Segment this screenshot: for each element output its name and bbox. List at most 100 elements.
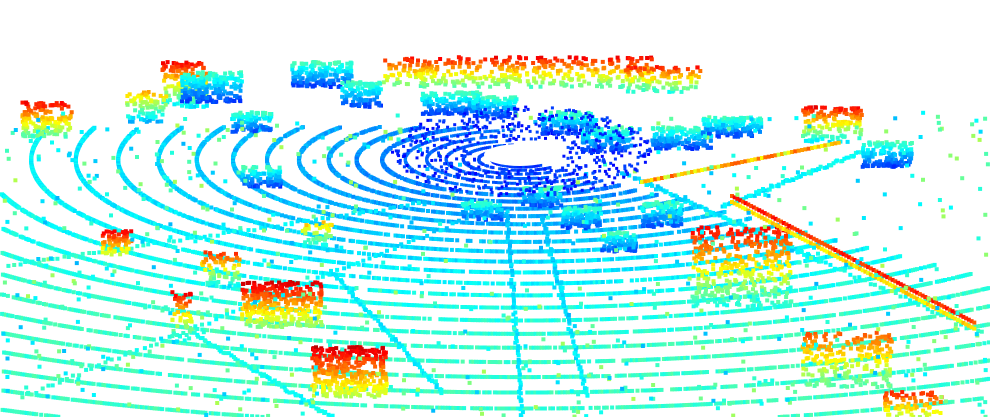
ground-ring-point <box>240 245 245 250</box>
ground-ring-point <box>306 269 311 274</box>
ground-ring-point <box>375 301 380 306</box>
ground-ring-point <box>452 331 457 336</box>
ground-ring-point <box>511 187 515 191</box>
ground-ring-point <box>714 324 719 329</box>
ground-ring-point <box>327 259 332 264</box>
ground-ring-point <box>466 280 471 285</box>
ground-ring-point <box>426 175 430 179</box>
ground-ring-point <box>581 182 584 186</box>
ground-ring-point <box>524 181 528 185</box>
ground-ring-point <box>193 198 198 203</box>
ground-ring-point <box>517 270 522 275</box>
ground-ring-point <box>418 245 423 250</box>
ground-ring-point <box>620 217 625 222</box>
ground-ring-point <box>78 291 82 296</box>
ground-ring-point <box>608 304 613 308</box>
ground-ring-point <box>535 239 540 244</box>
ground-ring-point <box>676 219 681 224</box>
ground-ring-point <box>100 313 104 318</box>
ground-ring-point <box>600 186 605 191</box>
ground-ring-point <box>712 259 717 264</box>
ground-ring-point <box>551 305 556 310</box>
ground-ring-point <box>473 318 478 323</box>
ground-ring-point <box>646 329 651 333</box>
ground-ring-point <box>276 212 281 217</box>
ground-ring-point <box>462 197 467 202</box>
ground-ring-point <box>458 280 463 285</box>
ground-ring-point <box>262 334 267 339</box>
ground-ring-point <box>518 168 522 172</box>
ground-ring-point <box>662 231 667 236</box>
ground-ring-point <box>118 299 123 304</box>
ground-ring-point <box>563 281 568 286</box>
ground-ring-point <box>535 318 540 323</box>
ground-ring-point <box>486 221 491 226</box>
ground-ring-point <box>566 221 571 226</box>
ground-ring-point <box>594 317 599 322</box>
ground-ring-point <box>604 257 609 262</box>
ground-ring-point <box>782 249 787 253</box>
ground-ring-point <box>745 294 750 299</box>
ground-ring-point <box>625 216 630 221</box>
ground-ring-point <box>564 259 569 264</box>
ground-ring-point <box>277 335 282 340</box>
ground-ring-point <box>31 299 36 304</box>
ground-ring-point <box>507 181 511 185</box>
ground-ring-point <box>922 265 927 270</box>
ground-ring-point <box>120 316 125 321</box>
ground-ring-point <box>615 291 620 296</box>
ground-ring-point <box>329 297 334 302</box>
ground-ring-point <box>463 145 467 149</box>
ground-ring-point <box>351 312 356 317</box>
ground-ring-point <box>548 170 552 174</box>
ground-ring-point <box>372 241 377 246</box>
ground-ring-point <box>775 250 780 255</box>
ground-ring-point <box>452 134 456 138</box>
ground-ring-point <box>658 276 663 281</box>
ground-ring-point <box>249 247 254 252</box>
ground-ring-point <box>73 308 78 313</box>
ground-ring-point <box>199 266 204 271</box>
ground-ring-point <box>514 270 519 275</box>
ground-ring-point <box>314 233 319 238</box>
ground-ring-point <box>363 240 368 245</box>
ground-ring-point <box>490 331 495 336</box>
ground-ring-point <box>557 305 562 310</box>
ground-ring-point <box>442 179 446 183</box>
ground-ring-point <box>229 194 234 199</box>
ground-ring-point <box>650 265 655 270</box>
ground-ring-point <box>720 258 725 263</box>
ground-ring-point <box>568 281 573 286</box>
ground-ring-point <box>501 270 506 275</box>
ground-ring-point <box>496 199 501 204</box>
ground-ring-point <box>680 287 685 292</box>
ground-ring-point <box>686 250 691 255</box>
ground-ring-point <box>435 186 440 191</box>
ground-ring-point <box>365 327 370 332</box>
ground-ring-point <box>514 177 518 180</box>
ground-ring-point <box>449 142 453 146</box>
ground-ring-point <box>642 233 647 238</box>
ground-ring-point <box>57 287 62 292</box>
ground-ring-point <box>205 328 210 333</box>
ground-ring-point <box>602 291 607 296</box>
ground-ring-point <box>460 183 464 187</box>
ground-ring-point <box>134 128 139 132</box>
ground-ring-point <box>693 216 698 221</box>
ground-ring-point <box>107 201 112 205</box>
ground-ring-point <box>433 177 437 181</box>
ground-ring-point <box>122 300 127 305</box>
ground-ring-point <box>334 285 339 290</box>
ground-ring-point <box>584 229 589 233</box>
ground-ring-point <box>581 196 585 201</box>
ground-ring-point <box>433 257 438 262</box>
ground-ring-point <box>309 220 313 225</box>
ground-ring-point <box>392 184 397 189</box>
ground-ring-point <box>147 320 152 325</box>
ground-ring-point <box>262 249 267 254</box>
ground-ring-point <box>343 226 348 231</box>
ground-ring-point <box>762 252 767 257</box>
ground-ring-point <box>657 265 662 269</box>
ground-ring-point <box>513 259 518 264</box>
ground-ring-point <box>466 152 470 156</box>
